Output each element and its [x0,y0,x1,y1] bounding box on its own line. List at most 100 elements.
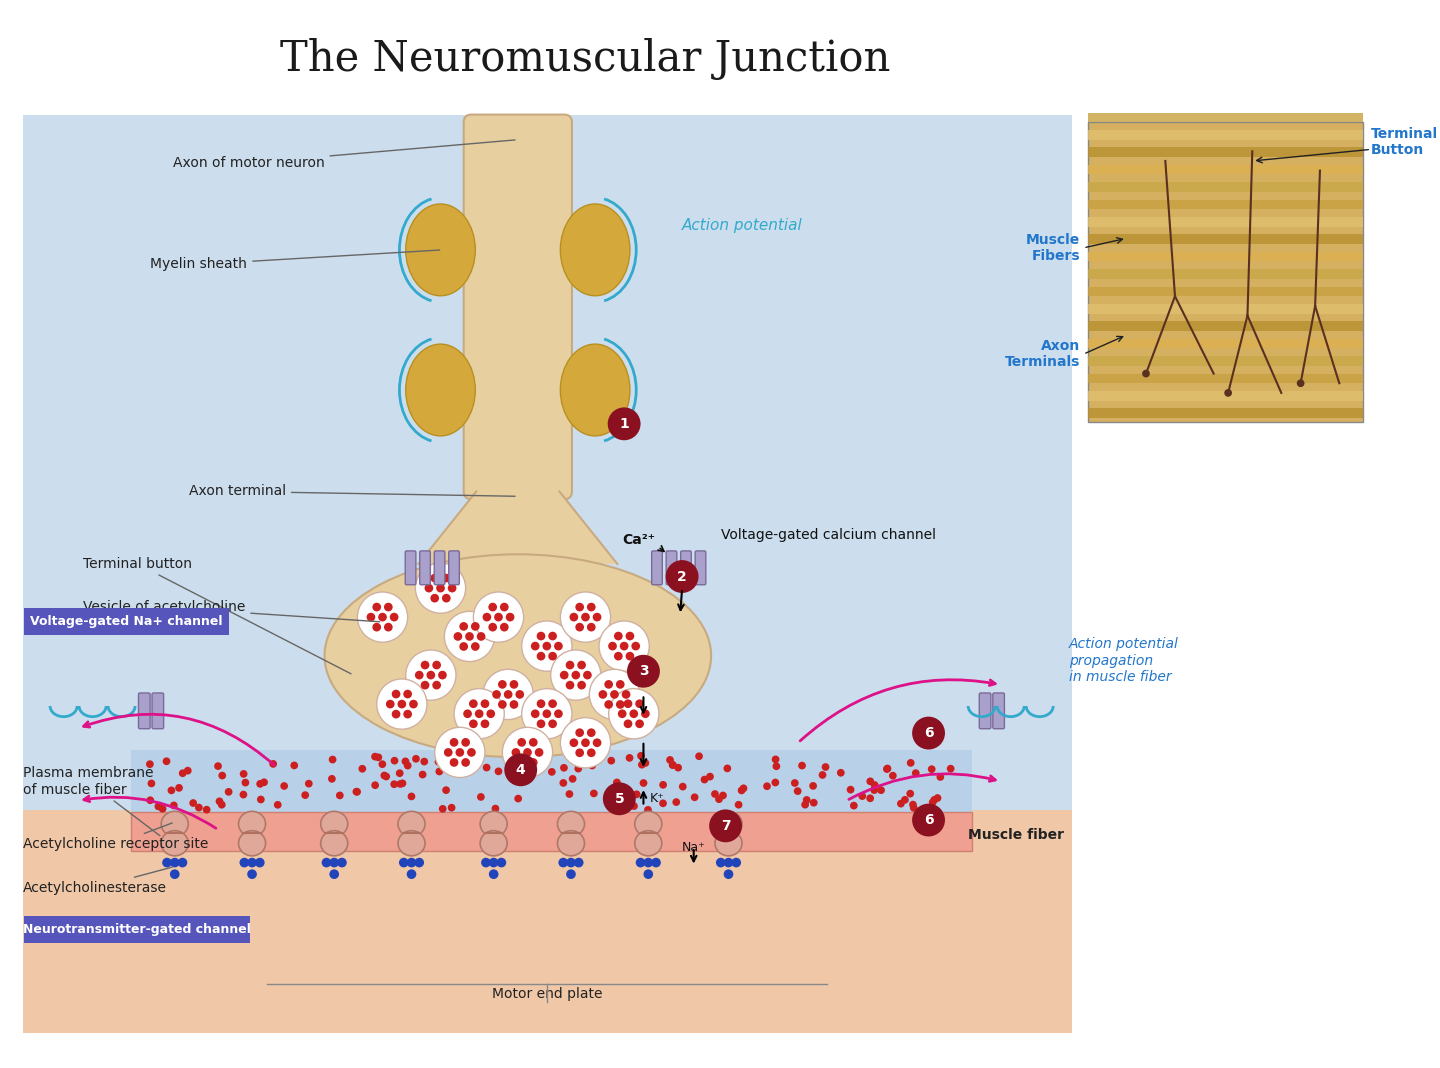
Circle shape [215,763,222,770]
Circle shape [170,858,180,867]
Circle shape [147,797,154,804]
Circle shape [384,602,393,611]
Circle shape [498,701,507,709]
Circle shape [431,574,439,582]
Text: Motor end plate: Motor end plate [491,987,602,1001]
Circle shape [723,765,732,772]
Circle shape [616,680,625,689]
Circle shape [837,769,845,776]
Circle shape [589,670,639,720]
Circle shape [543,709,552,718]
Circle shape [477,794,485,801]
Circle shape [929,799,936,806]
Ellipse shape [716,812,742,836]
Circle shape [482,670,533,720]
Ellipse shape [560,204,629,296]
Text: Voltage-gated calcium channel: Voltage-gated calcium channel [721,528,936,541]
Circle shape [549,631,557,641]
Circle shape [560,779,567,787]
Circle shape [912,769,920,778]
Bar [1089,217,1364,226]
Circle shape [701,775,708,784]
Circle shape [442,574,451,582]
Bar [1089,112,1364,123]
Circle shape [809,782,816,789]
Circle shape [523,748,531,757]
Text: Axon terminal: Axon terminal [189,485,516,499]
Circle shape [822,764,829,771]
Circle shape [570,613,579,622]
Ellipse shape [397,812,425,836]
Circle shape [465,632,474,641]
Circle shape [566,790,573,798]
Text: Terminal button: Terminal button [84,556,351,674]
Ellipse shape [480,831,507,855]
FancyBboxPatch shape [979,693,991,728]
Circle shape [438,671,446,679]
Circle shape [626,655,660,688]
Circle shape [419,771,426,779]
Circle shape [624,700,632,708]
Circle shape [909,801,917,808]
Circle shape [415,563,465,613]
Circle shape [256,796,265,803]
Circle shape [570,738,579,748]
Ellipse shape [560,344,629,436]
Bar [1089,130,1364,140]
Text: Plasma membrane
of muscle fiber: Plasma membrane of muscle fiber [23,767,160,836]
FancyBboxPatch shape [464,114,572,499]
Bar [1089,374,1364,383]
Ellipse shape [635,831,662,855]
Circle shape [471,642,480,650]
FancyBboxPatch shape [992,693,1005,728]
Circle shape [426,671,435,679]
Circle shape [528,758,537,767]
Circle shape [380,771,389,780]
Circle shape [399,858,409,867]
Circle shape [511,748,520,757]
Circle shape [432,680,441,690]
Circle shape [445,611,494,661]
Circle shape [420,680,429,690]
Polygon shape [418,491,618,564]
Circle shape [409,700,418,708]
Bar [1089,164,1364,174]
Circle shape [170,802,177,810]
Circle shape [461,738,469,747]
Circle shape [763,783,770,790]
Circle shape [412,755,420,763]
Circle shape [639,780,648,787]
Circle shape [420,661,429,670]
Circle shape [239,858,249,867]
Circle shape [549,700,557,708]
Circle shape [469,700,478,708]
Circle shape [517,758,526,767]
Circle shape [481,858,491,867]
Circle shape [804,796,811,804]
Circle shape [396,769,403,778]
Bar [1089,321,1364,331]
Circle shape [850,802,858,810]
Circle shape [625,651,634,660]
Circle shape [608,407,641,440]
Circle shape [167,786,176,795]
Circle shape [397,700,406,708]
Circle shape [396,780,405,788]
Circle shape [672,798,680,806]
Circle shape [616,701,625,709]
Circle shape [582,613,590,622]
FancyBboxPatch shape [419,551,431,585]
Circle shape [613,651,622,660]
Ellipse shape [324,554,711,757]
Circle shape [554,709,563,718]
Circle shape [330,858,338,867]
Circle shape [719,791,727,799]
Circle shape [660,800,667,807]
Circle shape [494,768,503,775]
Circle shape [240,770,248,778]
Circle shape [668,761,677,769]
Text: The Neuromuscular Junction: The Neuromuscular Junction [281,37,891,79]
Circle shape [435,758,442,766]
Circle shape [408,792,415,800]
Circle shape [537,700,546,708]
